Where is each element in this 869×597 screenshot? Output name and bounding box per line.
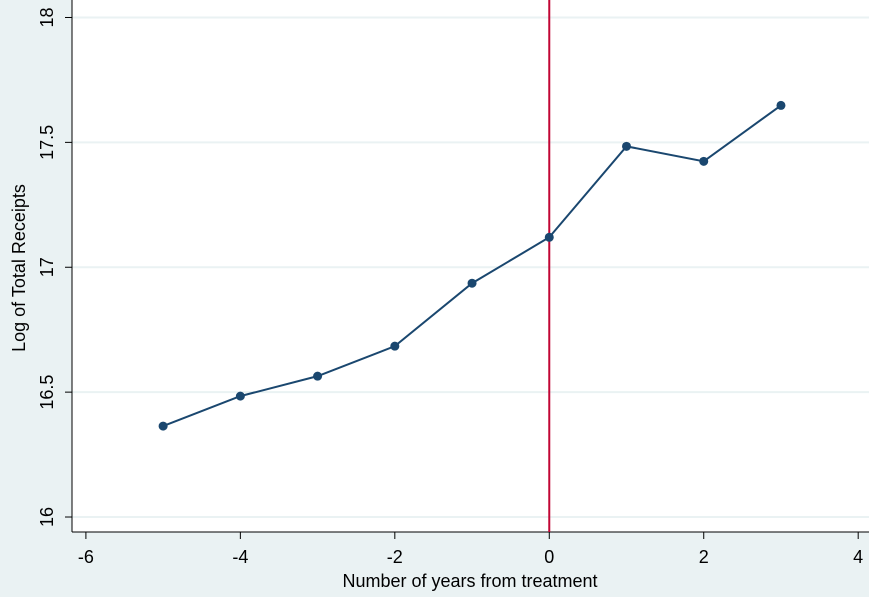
data-point <box>235 391 245 401</box>
y-tick-label: 17 <box>37 257 57 277</box>
plot-area <box>72 0 869 532</box>
y-tick-label: 16 <box>37 507 57 527</box>
y-tick-label: 16.5 <box>37 375 57 410</box>
x-tick-label: 0 <box>544 547 554 567</box>
x-tick-label: -6 <box>78 547 94 567</box>
x-axis-title: Number of years from treatment <box>342 571 597 591</box>
y-tick-label: 17.5 <box>37 125 57 160</box>
data-point <box>313 371 323 381</box>
data-point <box>622 141 632 151</box>
data-point <box>699 156 709 166</box>
y-axis-title: Log of Total Receipts <box>9 184 29 352</box>
data-point <box>544 232 554 242</box>
data-point <box>390 341 400 351</box>
data-point <box>467 278 477 288</box>
x-tick-label: 4 <box>853 547 863 567</box>
x-tick-label: -4 <box>232 547 248 567</box>
data-point <box>158 421 168 431</box>
x-tick-label: -2 <box>387 547 403 567</box>
data-point <box>776 100 786 110</box>
y-tick-label: 18 <box>37 7 57 27</box>
x-tick-label: 2 <box>699 547 709 567</box>
